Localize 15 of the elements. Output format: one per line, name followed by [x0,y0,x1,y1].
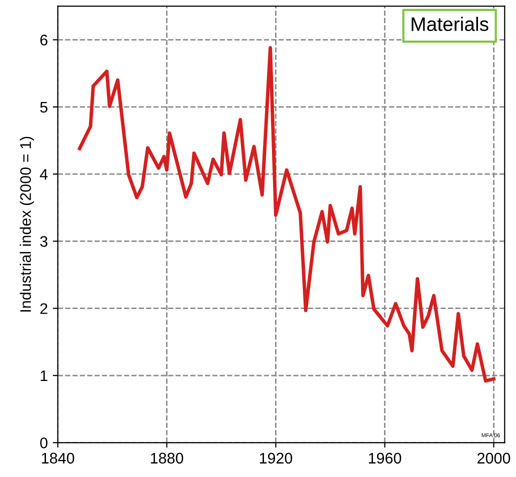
x-tick-label: 1840 [42,452,74,464]
y-tick-label: 6 [40,34,48,46]
x-tick-label: 1960 [368,452,402,464]
y-tick-label: 1 [40,370,48,382]
y-tick-label: 5 [40,102,48,113]
line-series [78,46,496,383]
chart-title: Materials [412,16,488,32]
y-axis-title: Industrial index (2000 = 1) [20,136,34,312]
y-tick-label: 2 [40,303,48,314]
y-tick-label: 4 [40,169,48,180]
y-tick-label: 3 [40,236,48,247]
x-tick-label: 1880 [150,452,184,464]
y-tick-label: 0 [40,438,48,448]
x-tick-label: 1920 [260,452,292,464]
x-tick-label: 2000 [478,452,510,464]
